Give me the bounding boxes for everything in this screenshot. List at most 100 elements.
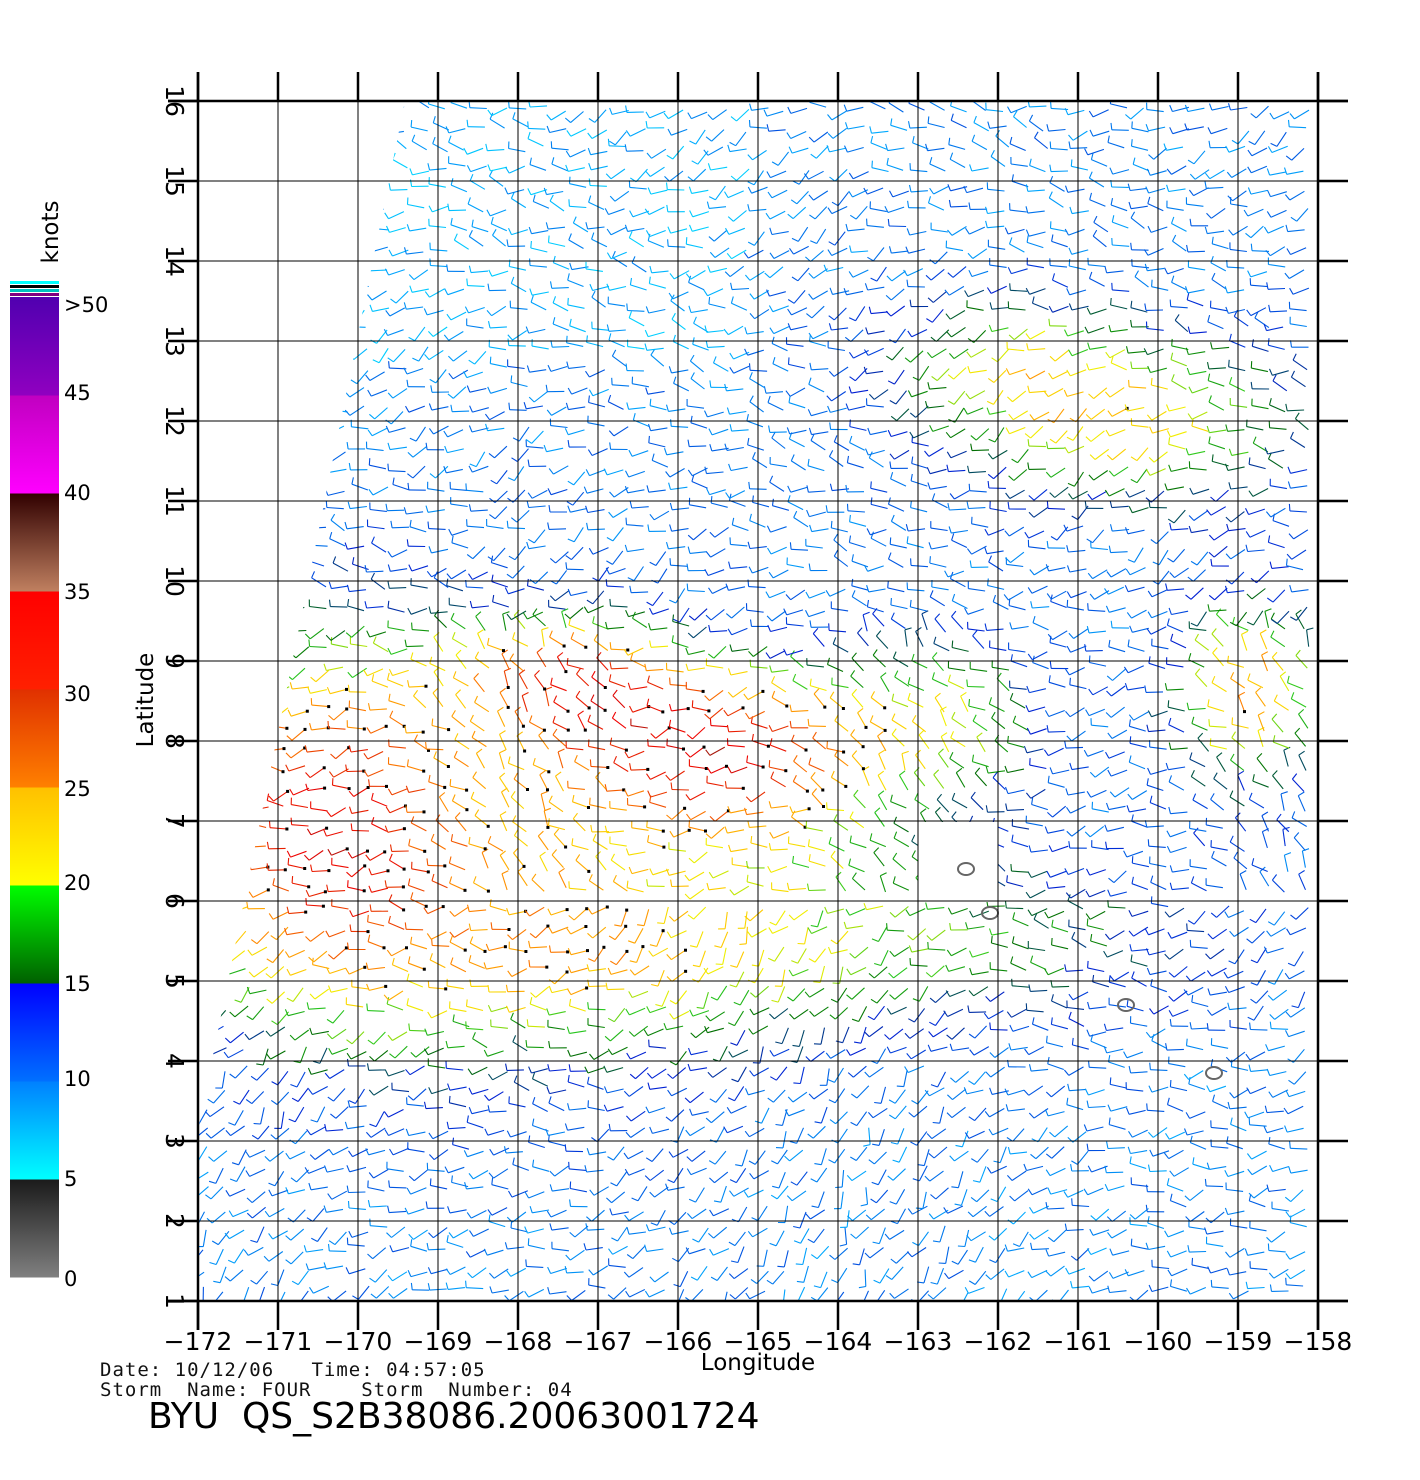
wind-barb xyxy=(433,1149,449,1161)
wind-barb-feather xyxy=(810,433,815,441)
wind-barb-feather xyxy=(891,693,895,701)
wind-barb-feather xyxy=(489,514,496,520)
wind-barb-feather xyxy=(189,830,192,836)
wind-barb-feather xyxy=(624,751,629,759)
wind-barb-feather xyxy=(225,967,230,975)
wind-barb-feather xyxy=(504,587,509,595)
wind-barb xyxy=(791,710,809,713)
wind-barb-feather xyxy=(190,1193,195,1198)
wind-barb xyxy=(248,645,265,650)
rain-flag-dot xyxy=(842,750,846,754)
wind-barb xyxy=(209,649,227,653)
wind-barb xyxy=(541,629,545,647)
wind-barb xyxy=(267,629,284,638)
wind-barb xyxy=(1130,1223,1148,1227)
wind-barb-feather xyxy=(1049,492,1056,498)
wind-barb-feather xyxy=(646,485,650,493)
wind-barb-feather xyxy=(264,743,268,752)
wind-barb xyxy=(878,1129,885,1146)
wind-barb xyxy=(451,715,466,728)
wind-barb xyxy=(487,842,504,852)
wind-barb xyxy=(453,1229,469,1239)
wind-barb xyxy=(230,587,247,593)
wind-barb xyxy=(1233,1088,1249,1099)
wind-barb-feather xyxy=(428,546,432,554)
wind-barb-feather xyxy=(1032,615,1036,623)
wind-barb-feather xyxy=(231,732,237,740)
wind-barb xyxy=(1273,911,1286,926)
wind-barb-feather xyxy=(425,505,429,513)
wind-barb xyxy=(649,1169,665,1181)
wind-barb-feather xyxy=(1065,892,1072,899)
wind-barb xyxy=(770,463,787,468)
wind-barb-feather xyxy=(908,1018,915,1023)
wind-barb xyxy=(231,859,248,869)
wind-barb xyxy=(1190,946,1208,949)
wind-barb xyxy=(390,648,408,655)
wind-barb-feather xyxy=(410,892,414,900)
wind-barb xyxy=(1067,606,1085,611)
wind-barb xyxy=(844,1227,848,1245)
wind-barb xyxy=(607,988,625,991)
wind-barb-feather xyxy=(765,652,771,659)
wind-barb-feather xyxy=(430,833,435,841)
wind-barb xyxy=(1133,547,1144,563)
wind-barb-feather xyxy=(499,749,506,754)
wind-barb xyxy=(1196,611,1207,627)
wind-barb xyxy=(286,931,304,936)
wind-barb xyxy=(507,527,526,530)
wind-barb-feather xyxy=(589,759,592,767)
wind-barb xyxy=(650,771,666,780)
wind-barb-feather xyxy=(792,855,795,864)
wind-barb xyxy=(670,564,688,567)
wind-barb xyxy=(1009,489,1025,499)
wind-barb-feather xyxy=(1225,1251,1231,1258)
wind-barb xyxy=(427,906,444,915)
wind-barb-feather xyxy=(405,1068,411,1076)
wind-barb xyxy=(630,725,648,729)
wind-barb xyxy=(646,826,664,832)
wind-barb-feather xyxy=(387,647,392,655)
wind-barb xyxy=(367,941,385,949)
wind-barb-feather xyxy=(985,1071,992,1078)
rain-flag-dot xyxy=(383,850,387,854)
wind-barb-feather xyxy=(269,713,276,719)
wind-barb xyxy=(732,1049,749,1058)
wind-barb xyxy=(570,987,587,996)
wind-barb-feather xyxy=(311,1237,318,1242)
wind-barb-feather xyxy=(769,921,777,926)
wind-barb xyxy=(1108,751,1125,759)
wind-barb-feather xyxy=(488,1272,495,1279)
wind-barb-feather xyxy=(655,1003,663,1007)
wind-barb xyxy=(256,931,270,945)
wind-barb xyxy=(837,1267,848,1283)
wind-barb-feather xyxy=(1188,653,1192,661)
wind-barb xyxy=(1031,803,1048,811)
wind-barb xyxy=(449,882,466,891)
wind-barb-feather xyxy=(1271,619,1278,624)
wind-barb xyxy=(894,1089,906,1104)
wind-barb-feather xyxy=(323,663,327,671)
wind-barb-feather xyxy=(1005,1104,1009,1112)
wind-barb-feather xyxy=(245,1099,253,1105)
wind-barb-feather xyxy=(788,914,795,921)
wind-barb xyxy=(453,677,469,687)
rain-flag-dot xyxy=(441,905,445,909)
wind-barb xyxy=(331,643,349,648)
wind-barb xyxy=(514,835,528,847)
wind-barb xyxy=(607,626,625,630)
wind-barb-feather xyxy=(985,996,991,1002)
wind-barb xyxy=(332,1146,349,1156)
wind-barb xyxy=(891,520,907,531)
wind-barb xyxy=(869,839,887,848)
wind-barb-feather xyxy=(928,1031,934,1038)
wind-barb xyxy=(1012,721,1029,731)
wind-barb xyxy=(631,827,649,831)
wind-barb-feather xyxy=(189,778,191,785)
wind-barb xyxy=(672,1148,689,1158)
wind-barb xyxy=(208,1025,224,1036)
wind-barb-feather xyxy=(1270,630,1275,638)
wind-barb xyxy=(693,528,707,541)
wind-barb xyxy=(367,525,385,530)
wind-barb-feather xyxy=(930,1194,937,1200)
